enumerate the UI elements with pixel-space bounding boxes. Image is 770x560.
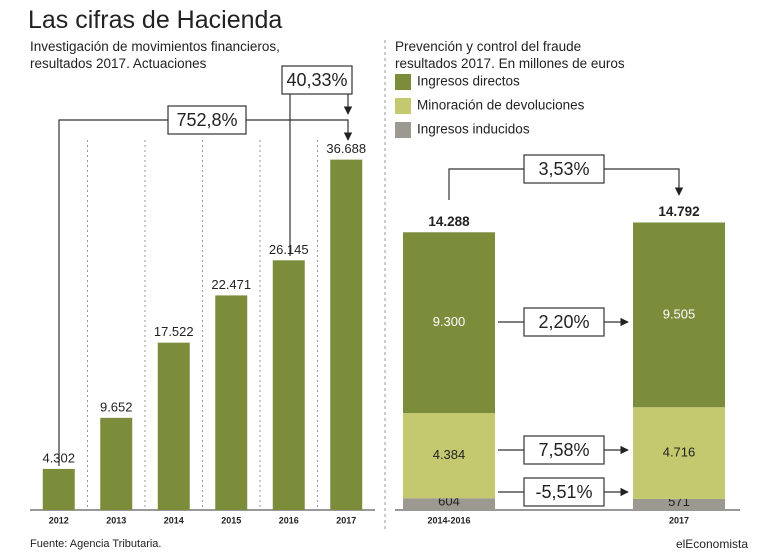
x-tick-label: 2014-2016 [427, 515, 470, 525]
x-tick-label: 2014 [164, 515, 184, 525]
annotation: -5,51% [535, 482, 592, 502]
bar-segment [403, 413, 495, 499]
value-label: 4.302 [42, 450, 75, 465]
annotation: 752,8% [176, 110, 237, 130]
value-label: 4.384 [433, 447, 466, 462]
x-tick-label: 2016 [279, 515, 299, 525]
x-tick-label: 2012 [49, 515, 69, 525]
bar [215, 295, 248, 510]
annotation: 7,58% [538, 440, 589, 460]
value-label: 36.688 [326, 141, 366, 156]
bar [42, 468, 75, 510]
bar [157, 342, 190, 510]
value-label: 22.471 [211, 277, 251, 292]
annotation-box [523, 307, 605, 337]
bar [272, 260, 305, 510]
x-tick-label: 2013 [106, 515, 126, 525]
source: Fuente: Agencia Tributaria. [30, 538, 162, 550]
annotation: 2,20% [538, 312, 589, 332]
legend-swatch [395, 98, 411, 114]
legend-swatch [395, 122, 411, 138]
chart-title: Investigación de movimientos financieros… [30, 39, 280, 71]
value-label: 17.522 [154, 324, 194, 339]
legend-swatch [395, 74, 411, 90]
value-label: 4.716 [663, 445, 696, 460]
total-label: 14.792 [658, 204, 699, 219]
value-label: 9.300 [433, 314, 466, 329]
legend-label: Minoración de devoluciones [417, 98, 585, 113]
value-label: 9.505 [663, 306, 696, 321]
annotation: 40,33% [286, 70, 347, 90]
bar-segment [633, 498, 725, 510]
x-tick-label: 2015 [221, 515, 241, 525]
page-title: Las cifras de Hacienda [28, 6, 283, 34]
bar-segment [403, 498, 495, 510]
bar [330, 159, 363, 511]
bar-segment [403, 232, 495, 414]
bar-segment [633, 222, 725, 408]
annotation-box [167, 105, 247, 135]
x-tick-label: 2017 [669, 515, 689, 525]
bar [100, 417, 133, 510]
annotation-box [523, 435, 605, 465]
annotation-box [523, 154, 605, 184]
annotation-box [523, 477, 605, 507]
chart-title: Prevención y control del fraude resultad… [395, 39, 625, 71]
value-label: 9.652 [100, 399, 133, 414]
legend-label: Ingresos inducidos [417, 122, 530, 137]
brand: elEconomista [675, 537, 748, 551]
value-label: 26.145 [269, 242, 309, 257]
x-tick-label: 2017 [336, 515, 356, 525]
legend-label: Ingresos directos [417, 74, 520, 89]
total-label: 14.288 [428, 214, 470, 229]
bar-segment [633, 407, 725, 499]
annotation: 3,53% [538, 159, 589, 179]
annotation-box [281, 65, 353, 95]
